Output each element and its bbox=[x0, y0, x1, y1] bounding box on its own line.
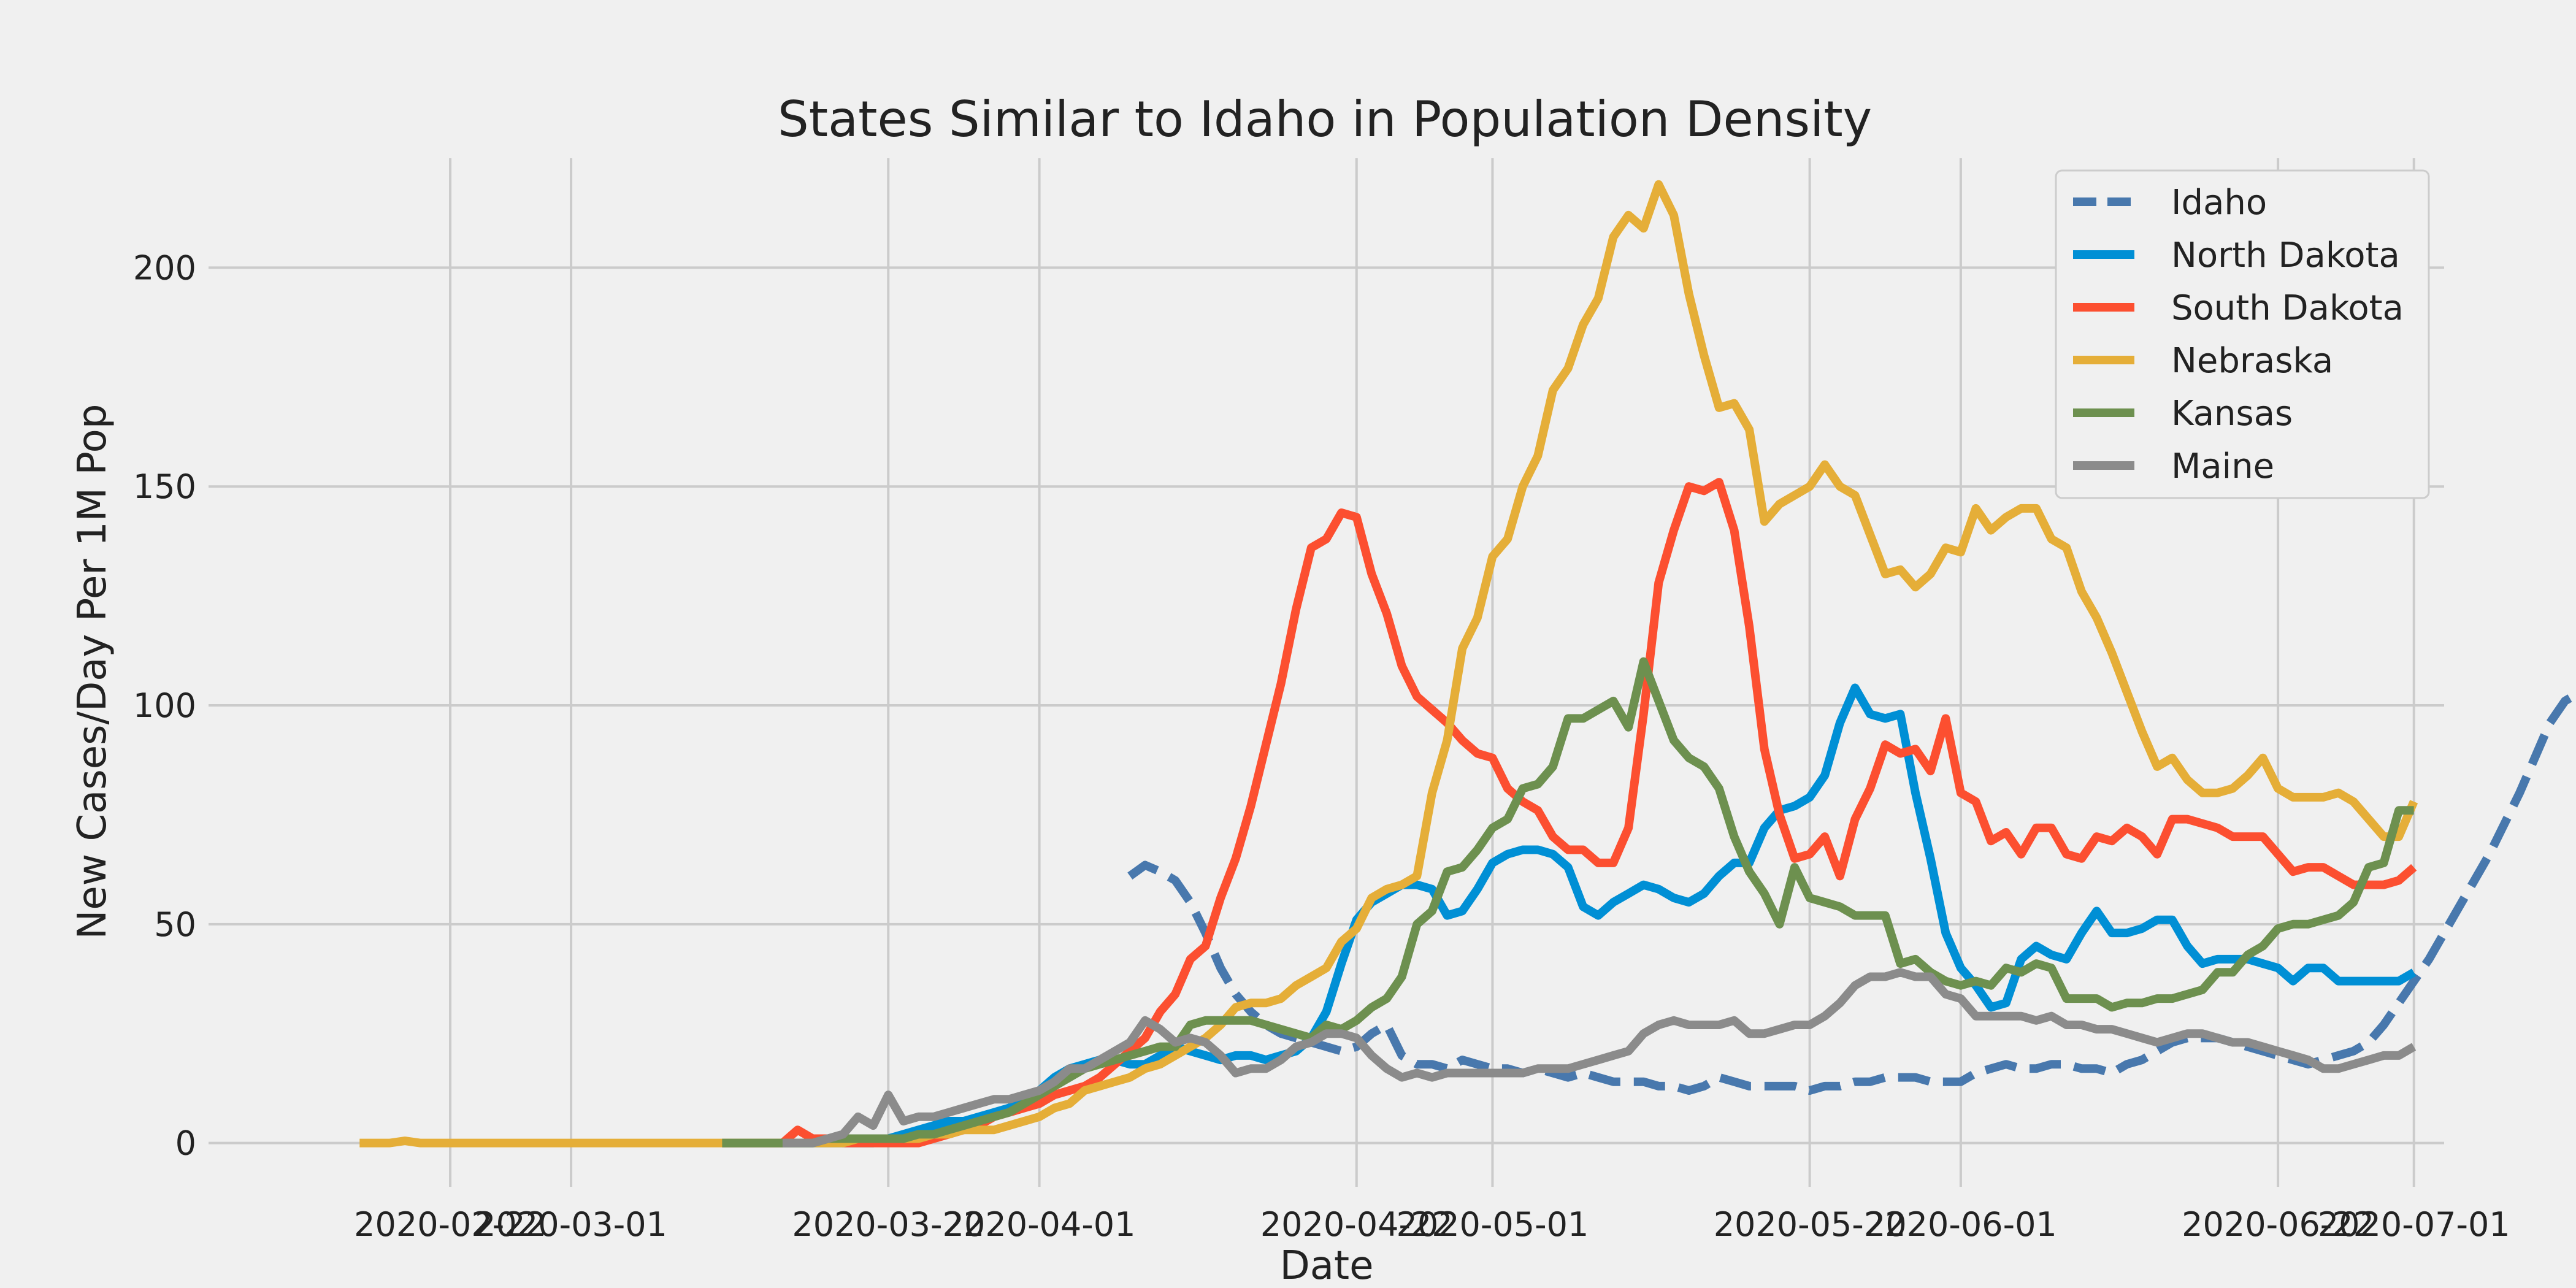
legend-label: Nebraska bbox=[2171, 341, 2333, 381]
x-tick-label: 2020-05-22 bbox=[1714, 1205, 1906, 1244]
y-tick-label: 200 bbox=[133, 248, 196, 287]
x-tick-label: 2020-06-01 bbox=[1865, 1205, 2057, 1244]
legend-label: North Dakota bbox=[2171, 236, 2400, 275]
y-tick-label: 50 bbox=[154, 905, 196, 944]
series-line-maine bbox=[782, 968, 2417, 1148]
legend-label: Maine bbox=[2171, 447, 2274, 486]
x-tick-label: 2020-03-01 bbox=[475, 1205, 667, 1244]
series-lines bbox=[359, 180, 2576, 1148]
x-axis-label: Date bbox=[1280, 1243, 1374, 1288]
y-tick-label: 0 bbox=[175, 1124, 196, 1163]
x-tick-label: 2020-03-22 bbox=[792, 1205, 984, 1244]
gridlines bbox=[209, 158, 2444, 1187]
legend: Idaho North Dakota South Dakota Nebraska Kan… bbox=[2055, 169, 2430, 499]
x-tick-label: 2020-04-01 bbox=[943, 1205, 1136, 1244]
series-line-nebraska bbox=[359, 180, 2418, 1148]
x-tick-label: 2020-07-01 bbox=[2318, 1205, 2510, 1244]
chart-title: States Similar to Idaho in Population De… bbox=[778, 91, 1872, 148]
x-tick-label: 2020-04-22 bbox=[1260, 1205, 1453, 1244]
x-tick-label: 2020-02-22 bbox=[354, 1205, 546, 1244]
legend-label: Kansas bbox=[2171, 394, 2293, 434]
legend-label: South Dakota bbox=[2171, 288, 2404, 328]
y-axis-label: New Cases/Day Per 1M Pop bbox=[70, 404, 115, 940]
legend-box bbox=[2055, 169, 2430, 499]
y-tick-label: 100 bbox=[133, 686, 196, 725]
legend-label: Idaho bbox=[2171, 183, 2267, 223]
series-line-idaho bbox=[1127, 689, 2576, 1095]
x-tick-label: 2020-05-01 bbox=[1396, 1205, 1589, 1244]
x-tick-label: 2020-06-22 bbox=[2182, 1205, 2374, 1244]
y-tick-labels: 0 50 100 150 200 bbox=[133, 248, 196, 1162]
y-tick-label: 150 bbox=[133, 467, 196, 506]
series-line-kansas bbox=[722, 657, 2414, 1148]
